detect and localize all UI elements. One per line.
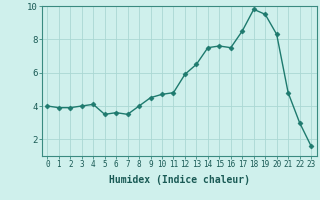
X-axis label: Humidex (Indice chaleur): Humidex (Indice chaleur): [109, 175, 250, 185]
